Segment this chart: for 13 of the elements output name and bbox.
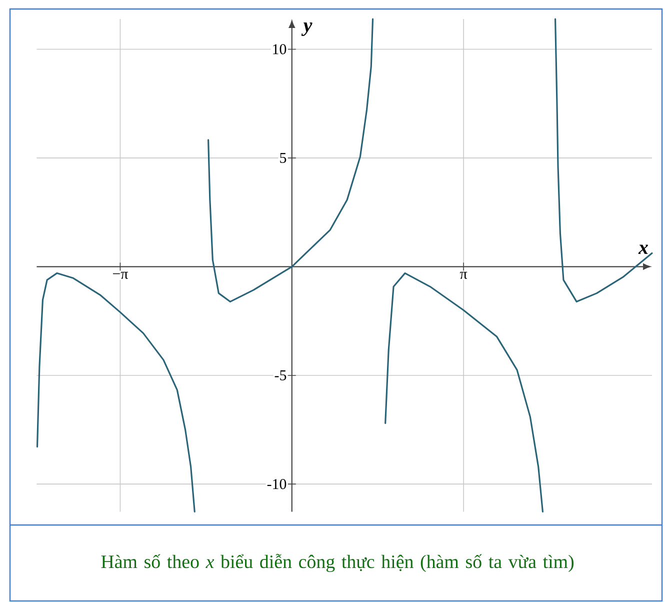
y-tick-label: -5 [274, 370, 286, 381]
y-tick-label: 5 [280, 153, 286, 164]
line-series [384, 272, 544, 513]
x-axis-title: x [638, 244, 648, 254]
x-tick-label: π [460, 272, 468, 280]
y-tick-label: -10 [267, 479, 286, 490]
y-tick-label: 10 [273, 44, 286, 54]
text: Hàm số theo x biểu diễn công thực hiện (hàm số ta vừa tìm) [101, 554, 574, 572]
line-series [36, 272, 196, 513]
x-tick-label: −π [112, 272, 128, 280]
y-axis-title: y [301, 22, 312, 36]
line-series [554, 18, 653, 303]
line-series [207, 18, 374, 303]
